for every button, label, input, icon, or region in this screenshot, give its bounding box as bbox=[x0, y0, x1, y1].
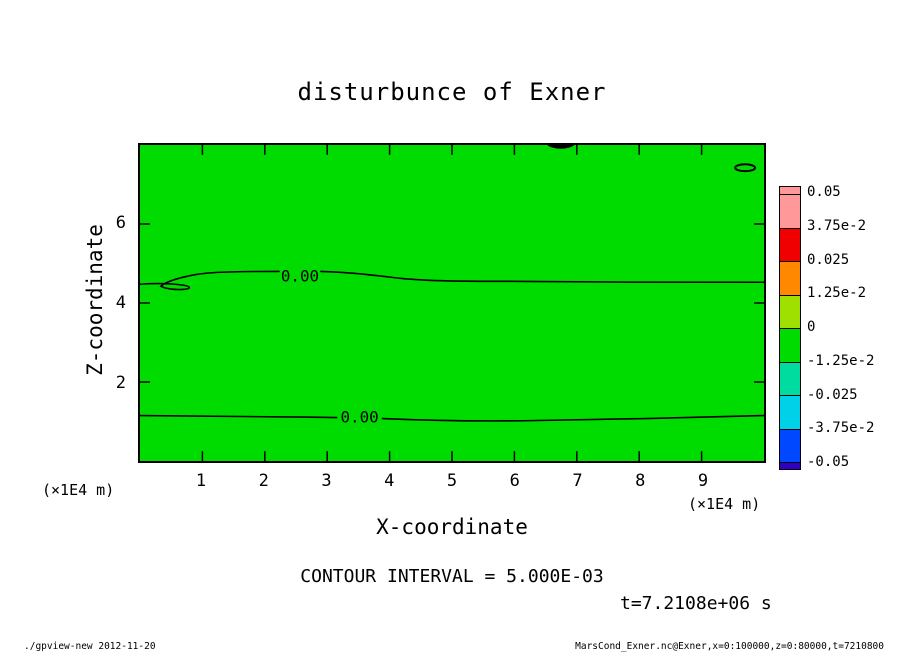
colorbar-labels: 0.05 3.75e-2 0.025 1.25e-2 0 -1.25e-2 -0.025 -3… bbox=[807, 184, 883, 470]
x-tick-label: 2 bbox=[258, 471, 269, 491]
y-tick-labels: 6 4 2 bbox=[98, 0, 126, 654]
colorbar-cell bbox=[780, 294, 800, 328]
plot-area: 0.00 0.00 bbox=[138, 143, 766, 463]
contour-label-lower: 0.00 bbox=[340, 408, 378, 427]
x-axis-label: X-coordinate bbox=[376, 515, 528, 539]
colorbar-tick-label: 0.025 bbox=[807, 251, 850, 268]
colorbar-tick-label: 3.75e-2 bbox=[807, 217, 867, 234]
x-tick-labels: 1 2 3 4 5 6 7 8 9 bbox=[191, 471, 713, 491]
colorbar bbox=[779, 186, 801, 470]
colorbar-cell bbox=[780, 227, 800, 261]
plot-title: disturbunce of Exner bbox=[297, 78, 607, 106]
colorbar-cell bbox=[780, 194, 800, 228]
small-contour-top-edge bbox=[547, 145, 575, 149]
zero-contour-upper-left bbox=[140, 270, 280, 291]
colorbar-tick-label: 0 bbox=[807, 319, 816, 335]
colorbar-cell bbox=[780, 261, 800, 295]
colorbar-tick-label: -0.05 bbox=[807, 454, 850, 470]
x-tick-label: 5 bbox=[446, 471, 458, 491]
time-annotation: t=7.2108e+06 s bbox=[620, 593, 772, 614]
x-tick-label: 9 bbox=[697, 471, 709, 491]
y-axis-unit: (×1E4 m) bbox=[42, 481, 115, 499]
colorbar-cell bbox=[780, 395, 800, 429]
small-contour-blob bbox=[734, 163, 757, 173]
colorbar-tick-label: 0.05 bbox=[807, 184, 841, 200]
colorbar-cell bbox=[780, 361, 800, 395]
x-tick-label: 7 bbox=[572, 471, 583, 491]
y-tick-label: 2 bbox=[115, 373, 126, 393]
footer-source-stamp: MarsCond_Exner.nc@Exner,x=0:100000,z=0:8… bbox=[575, 641, 884, 652]
colorbar-tick-label: -1.25e-2 bbox=[807, 352, 875, 369]
colorbar-cap-bottom bbox=[780, 462, 800, 469]
footer-command-stamp: ./gpview-new 2012-11-20 bbox=[24, 641, 156, 652]
colorbar-cell bbox=[780, 328, 800, 362]
colorbar-tick-label: -0.025 bbox=[807, 386, 858, 403]
x-tick-label: 4 bbox=[384, 471, 395, 491]
y-tick-label: 4 bbox=[115, 293, 126, 313]
y-tick-label: 6 bbox=[115, 213, 126, 233]
contour-interval-caption: CONTOUR INTERVAL = 5.000E-03 bbox=[300, 566, 604, 587]
zero-contour-upper-right bbox=[320, 270, 764, 284]
colorbar-tick-label: 1.25e-2 bbox=[807, 285, 867, 302]
x-tick-label: 1 bbox=[195, 471, 207, 491]
colorbar-cap-top bbox=[780, 187, 800, 194]
colorbar-cell bbox=[780, 428, 800, 462]
x-tick-label: 6 bbox=[509, 471, 520, 491]
zero-contour-lower-right bbox=[381, 414, 764, 422]
colorbar-tick-label: -3.75e-2 bbox=[807, 420, 875, 437]
x-tick-label: 8 bbox=[635, 471, 646, 491]
x-axis-unit: (×1E4 m) bbox=[688, 495, 761, 513]
contour-label-upper: 0.00 bbox=[281, 266, 319, 285]
zero-contour-lower-left bbox=[140, 414, 338, 419]
x-tick-label: 3 bbox=[321, 471, 332, 491]
contour-plot-canvas: 0.00 0.00 bbox=[140, 145, 764, 461]
